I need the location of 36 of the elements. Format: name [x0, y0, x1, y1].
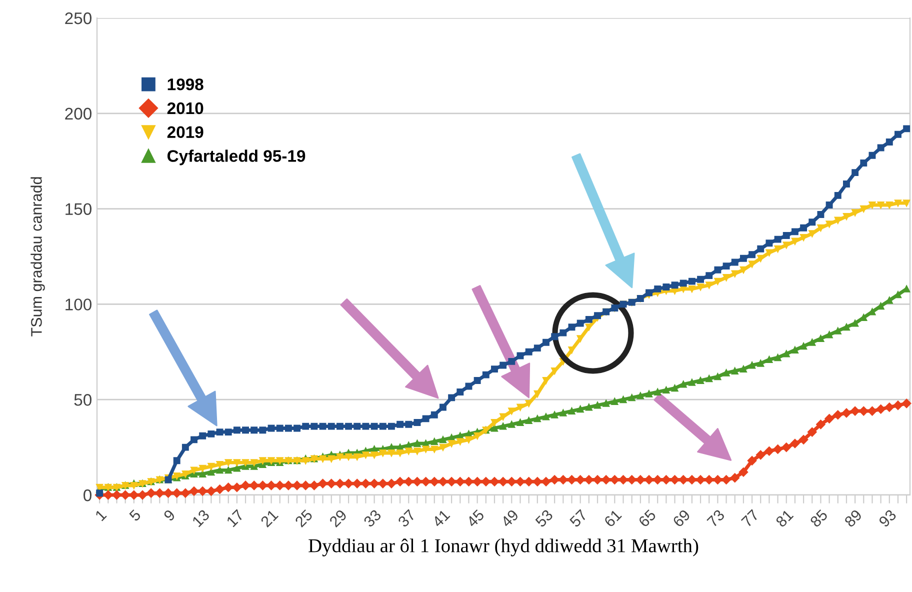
y-tick-label: 250 [65, 12, 92, 24]
legend-label: 2019 [167, 126, 204, 138]
x-tick-label: 13 [192, 508, 210, 528]
legend-label: Cyfartaledd 95-19 [167, 150, 306, 166]
x-tick-label: 85 [809, 508, 828, 528]
x-tick-label: 69 [672, 508, 691, 528]
x-tick-label: 1 [94, 509, 107, 522]
x-axis-title: Dyddiau ar ôl 1 Ionawr (hyd ddiwedd 31 Mawrth) [308, 538, 698, 556]
y-axis-title: TSum graddau canradd [30, 177, 45, 336]
x-tick-label: 45 [466, 509, 485, 528]
y-tick-label: 100 [66, 298, 92, 310]
x-tick-label: 17 [226, 509, 244, 528]
x-tick-label: 73 [706, 508, 726, 528]
x-tick-label: 25 [294, 508, 314, 528]
legend-label: 2010 [167, 102, 204, 114]
x-tick-label: 5 [128, 509, 142, 522]
y-tick-label: 0 [84, 489, 92, 502]
x-tick-label: 65 [638, 508, 656, 528]
y-tick-label: 200 [65, 108, 92, 120]
x-tick-label: 89 [844, 508, 862, 528]
x-tick-label: 61 [603, 509, 622, 528]
x-tick-label: 33 [362, 508, 382, 528]
y-tick-label: 50 [74, 394, 92, 406]
x-tick-label: 41 [432, 509, 450, 528]
x-tick-label: 57 [569, 509, 588, 528]
x-tick-label: 29 [328, 508, 348, 528]
x-tick-label: 77 [740, 509, 760, 528]
x-tick-label: 49 [500, 508, 520, 528]
y-tick-label: 150 [66, 203, 92, 216]
x-tick-label: 93 [878, 508, 897, 528]
x-tick-label: 21 [260, 509, 279, 528]
x-tick-label: 37 [397, 509, 416, 528]
x-tick-label: 81 [775, 509, 794, 528]
x-tick-label: 53 [534, 508, 554, 528]
x-tick-label: 9 [163, 508, 176, 522]
legend-label: 1998 [168, 78, 204, 90]
